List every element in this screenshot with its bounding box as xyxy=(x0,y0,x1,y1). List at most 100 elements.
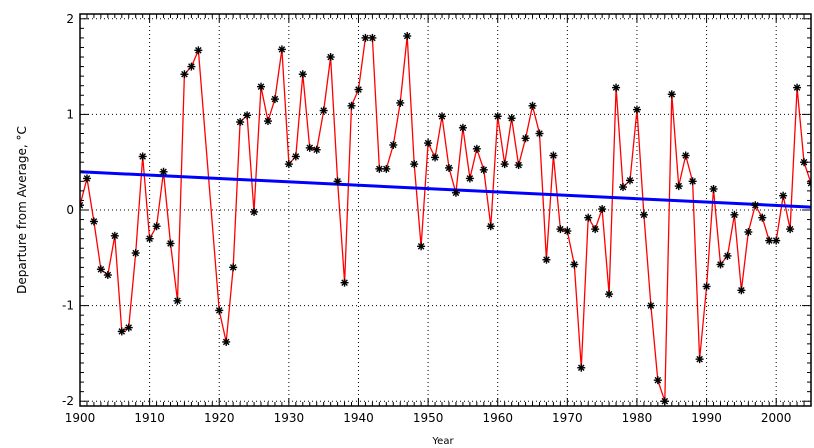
data-point-stroke xyxy=(515,161,522,169)
data-point xyxy=(250,207,259,216)
data-point xyxy=(451,188,460,197)
data-point xyxy=(375,164,384,173)
data-point xyxy=(674,182,683,191)
data-point-stroke xyxy=(327,53,334,61)
data-point-stroke xyxy=(522,134,529,142)
data-point-stroke xyxy=(598,205,606,213)
data-point xyxy=(270,95,279,104)
data-point-stroke xyxy=(174,297,181,305)
y-tick-label: -2 xyxy=(62,394,74,408)
data-point xyxy=(772,236,781,245)
data-point-stroke xyxy=(90,218,98,225)
x-tick-label: 2000 xyxy=(761,411,792,425)
data-point xyxy=(458,123,467,132)
data-point xyxy=(535,129,544,138)
data-point-stroke xyxy=(146,235,153,242)
data-point-stroke xyxy=(355,86,362,93)
data-point xyxy=(166,239,175,248)
data-point-stroke xyxy=(83,175,91,182)
data-point-stroke xyxy=(529,102,536,110)
data-point xyxy=(80,201,84,210)
data-point xyxy=(222,337,231,346)
data-point-stroke xyxy=(118,328,126,335)
data-point xyxy=(403,31,412,40)
data-point xyxy=(507,114,516,123)
data-point xyxy=(382,164,391,173)
data-point xyxy=(779,191,788,200)
y-tick-label: 0 xyxy=(66,203,74,217)
data-point xyxy=(500,160,509,169)
data-point-stroke xyxy=(160,168,167,176)
x-tick-label: 1920 xyxy=(204,411,235,425)
data-point xyxy=(472,144,481,153)
data-point-stroke xyxy=(800,158,808,166)
data-point xyxy=(396,98,405,107)
data-point xyxy=(737,286,746,295)
data-point-stroke xyxy=(396,99,404,107)
data-point xyxy=(284,160,293,169)
data-point xyxy=(493,112,502,121)
data-point xyxy=(103,271,112,280)
x-axis-label: Year xyxy=(431,436,454,447)
data-point-stroke xyxy=(125,324,133,331)
data-point xyxy=(521,134,530,143)
data-point xyxy=(438,112,447,121)
data-point-stroke xyxy=(703,283,710,290)
data-point xyxy=(305,143,314,152)
data-point-stroke xyxy=(807,182,811,187)
data-point xyxy=(695,355,704,364)
data-point-stroke xyxy=(111,232,119,240)
data-point xyxy=(131,249,140,258)
data-point xyxy=(730,210,739,219)
data-point-stroke xyxy=(459,124,467,132)
data-point xyxy=(298,70,307,79)
data-point xyxy=(277,45,286,54)
data-point-stroke xyxy=(793,84,801,91)
data-point-stroke xyxy=(772,237,780,244)
data-point xyxy=(389,140,398,149)
data-point-stroke xyxy=(564,227,571,235)
x-tick-label: 1950 xyxy=(413,411,444,425)
data-point-stroke xyxy=(445,164,453,172)
data-point xyxy=(431,153,440,162)
data-point-stroke xyxy=(668,91,676,98)
data-point xyxy=(180,70,189,79)
data-point-stroke xyxy=(313,146,320,154)
data-point-stroke xyxy=(80,201,84,207)
data-point xyxy=(347,101,356,110)
data-point-stroke xyxy=(229,264,237,271)
data-point xyxy=(751,201,760,210)
data-point-stroke xyxy=(452,189,460,197)
data-point-stroke xyxy=(647,302,655,309)
data-point xyxy=(215,306,224,315)
data-point-stroke xyxy=(306,144,314,152)
data-point xyxy=(138,152,147,161)
data-point-stroke xyxy=(278,46,286,53)
data-point xyxy=(667,90,676,99)
data-point-stroke xyxy=(341,279,348,286)
data-point xyxy=(758,213,767,222)
y-tick-label: -1 xyxy=(62,299,74,313)
data-point xyxy=(243,111,252,120)
data-point-stroke xyxy=(195,47,202,54)
data-point-stroke xyxy=(181,70,188,78)
data-point-stroke xyxy=(779,192,787,199)
data-point xyxy=(793,83,802,92)
data-point xyxy=(333,177,342,186)
data-point-stroke xyxy=(369,34,376,42)
data-point-stroke xyxy=(605,290,613,298)
data-point xyxy=(709,184,718,193)
data-point xyxy=(368,33,377,42)
data-point-stroke xyxy=(758,214,766,221)
data-point-stroke xyxy=(487,222,495,230)
data-point-stroke xyxy=(633,106,641,113)
data-point xyxy=(89,217,98,226)
data-point xyxy=(570,260,579,269)
axis-ticks: 1900 1910 1920 1930 1940 1950 1960 1970 1980 1990… xyxy=(62,12,812,425)
data-point xyxy=(744,227,753,236)
data-point xyxy=(653,376,662,385)
data-point-stroke xyxy=(494,113,502,120)
data-point xyxy=(514,161,523,170)
y-tick-label: 1 xyxy=(66,107,74,121)
